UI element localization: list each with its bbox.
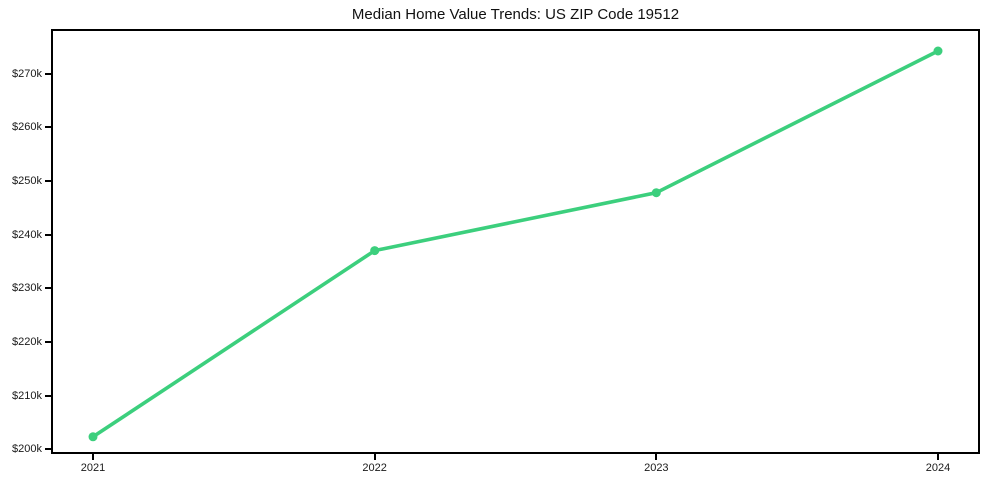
- y-tick-mark: [45, 448, 51, 451]
- y-tick-mark: [45, 179, 51, 182]
- y-tick-label: $210k: [12, 389, 42, 402]
- y-tick-mark: [45, 72, 51, 75]
- y-tick-mark: [45, 287, 51, 290]
- y-tick-label: $230k: [12, 282, 42, 295]
- y-tick-mark: [45, 126, 51, 129]
- y-tick-label: $260k: [12, 121, 42, 134]
- y-tick-label: $240k: [12, 228, 42, 241]
- x-tick-mark: [655, 454, 658, 460]
- plot-area: [51, 29, 980, 454]
- y-tick-label: $270k: [12, 67, 42, 80]
- y-tick-mark: [45, 394, 51, 397]
- y-tick-mark: [45, 233, 51, 236]
- x-tick-label: 2024: [925, 462, 951, 474]
- chart-title: Median Home Value Trends: US ZIP Code 19…: [351, 6, 680, 23]
- y-tick-label: $220k: [12, 335, 42, 348]
- x-tick-mark: [373, 454, 376, 460]
- x-tick-label: 2022: [362, 462, 387, 474]
- y-tick-mark: [45, 340, 51, 343]
- x-tick-mark: [92, 454, 94, 460]
- y-tick-label: $250k: [12, 174, 42, 187]
- x-tick-label: 2021: [80, 462, 106, 474]
- x-tick-mark: [937, 454, 939, 460]
- x-tick-label: 2023: [644, 462, 669, 474]
- y-tick-label: $200k: [12, 443, 42, 456]
